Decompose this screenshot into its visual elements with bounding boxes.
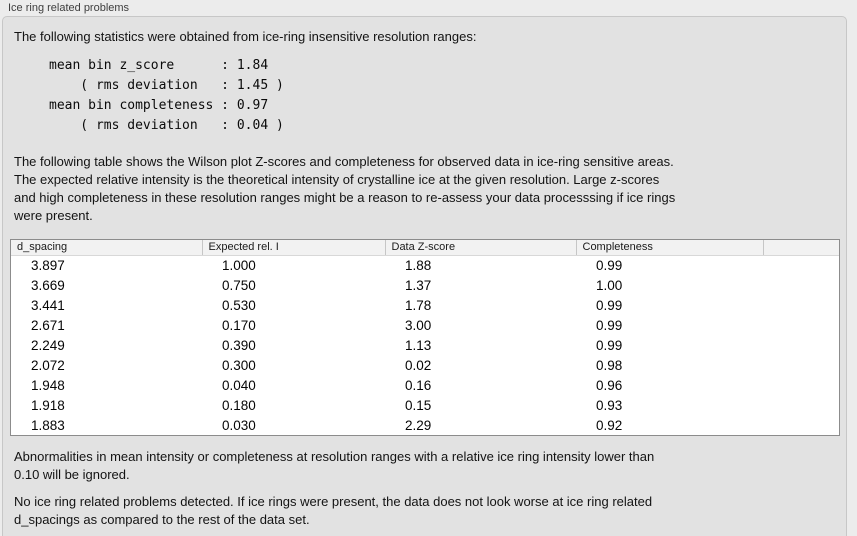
table-cell: 0.180 xyxy=(222,397,256,413)
table-cell: 0.030 xyxy=(222,417,256,433)
table-cell: 0.390 xyxy=(222,337,256,353)
table-cell: 1.00 xyxy=(596,277,623,293)
table-cell: 1.37 xyxy=(405,277,432,293)
table-cell: 1.13 xyxy=(405,337,432,353)
table-cell: 3.897 xyxy=(31,257,65,273)
table-cell-empty xyxy=(763,375,839,395)
table-row[interactable]: 1.883 0.030 2.29 0.92 xyxy=(11,415,839,435)
table-cell: 0.170 xyxy=(222,317,256,333)
ignore-rule-text: Abnormalities in mean intensity or compl… xyxy=(14,449,655,482)
table-cell: 0.92 xyxy=(596,417,623,433)
stats-intro-text: The following statistics were obtained f… xyxy=(14,29,477,44)
table-row[interactable]: 3.441 0.530 1.78 0.99 xyxy=(11,295,839,315)
table-cell-empty xyxy=(763,315,839,335)
column-header-d-spacing[interactable]: d_spacing xyxy=(11,240,203,256)
table-cell: 2.072 xyxy=(31,357,65,373)
table-cell: 3.669 xyxy=(31,277,65,293)
table-cell: 0.02 xyxy=(405,357,432,373)
table-cell-empty xyxy=(763,355,839,375)
group-box-title: Ice ring related problems xyxy=(8,2,130,14)
table-cell: 3.441 xyxy=(31,297,65,313)
table-cell: 1.78 xyxy=(405,297,432,313)
table-row[interactable]: 2.671 0.170 3.00 0.99 xyxy=(11,315,839,335)
column-header-expected-rel-i[interactable]: Expected rel. I xyxy=(202,240,386,256)
table-cell: 0.15 xyxy=(405,397,432,413)
table-body: 3.897 1.000 1.88 0.99 3.669 0.750 1.37 1.00 3.44… xyxy=(11,255,839,435)
table-intro-text: The following table shows the Wilson plo… xyxy=(14,154,676,223)
table-cell: 1.000 xyxy=(222,257,256,273)
column-header-completeness[interactable]: Completeness xyxy=(576,240,764,256)
table-cell-empty xyxy=(763,395,839,415)
stats-mono-block: mean bin z_score : 1.84 ( rms deviation … xyxy=(49,58,284,133)
table-cell: 0.750 xyxy=(222,277,256,293)
table-header-row: d_spacing Expected rel. I Data Z-score C… xyxy=(11,240,839,256)
table-cell: 1.948 xyxy=(31,377,65,393)
table-cell: 0.99 xyxy=(596,257,623,273)
table-cell: 2.671 xyxy=(31,317,65,333)
table-row[interactable]: 2.249 0.390 1.13 0.99 xyxy=(11,335,839,355)
table-cell-empty xyxy=(763,275,839,295)
table-cell: 0.93 xyxy=(596,397,623,413)
table-cell: 0.99 xyxy=(596,337,623,353)
table-cell: 0.99 xyxy=(596,297,623,313)
table-cell: 0.16 xyxy=(405,377,432,393)
column-header-empty xyxy=(763,240,839,256)
ice-ring-table[interactable]: d_spacing Expected rel. I Data Z-score C… xyxy=(10,239,840,436)
table-cell: 0.98 xyxy=(596,357,623,373)
table-row[interactable]: 1.918 0.180 0.15 0.93 xyxy=(11,395,839,415)
conclusion-text: No ice ring related problems detected. I… xyxy=(14,494,653,527)
table-cell-empty xyxy=(763,295,839,315)
column-header-data-z-score[interactable]: Data Z-score xyxy=(385,240,577,256)
table-cell-empty xyxy=(763,415,839,435)
table-cell: 2.249 xyxy=(31,337,65,353)
table-row[interactable]: 2.072 0.300 0.02 0.98 xyxy=(11,355,839,375)
table-cell: 0.300 xyxy=(222,357,256,373)
table-cell: 0.99 xyxy=(596,317,623,333)
table-cell-empty xyxy=(763,255,839,275)
table-cell: 3.00 xyxy=(405,317,432,333)
table-cell: 1.883 xyxy=(31,417,65,433)
table-cell: 2.29 xyxy=(405,417,432,433)
table-cell: 1.88 xyxy=(405,257,432,273)
table-row[interactable]: 3.669 0.750 1.37 1.00 xyxy=(11,275,839,295)
table-cell: 0.530 xyxy=(222,297,256,313)
table-row[interactable]: 3.897 1.000 1.88 0.99 xyxy=(11,255,839,275)
table-cell: 0.96 xyxy=(596,377,623,393)
table-cell-empty xyxy=(763,335,839,355)
table-row[interactable]: 1.948 0.040 0.16 0.96 xyxy=(11,375,839,395)
table-cell: 0.040 xyxy=(222,377,256,393)
table-cell: 1.918 xyxy=(31,397,65,413)
